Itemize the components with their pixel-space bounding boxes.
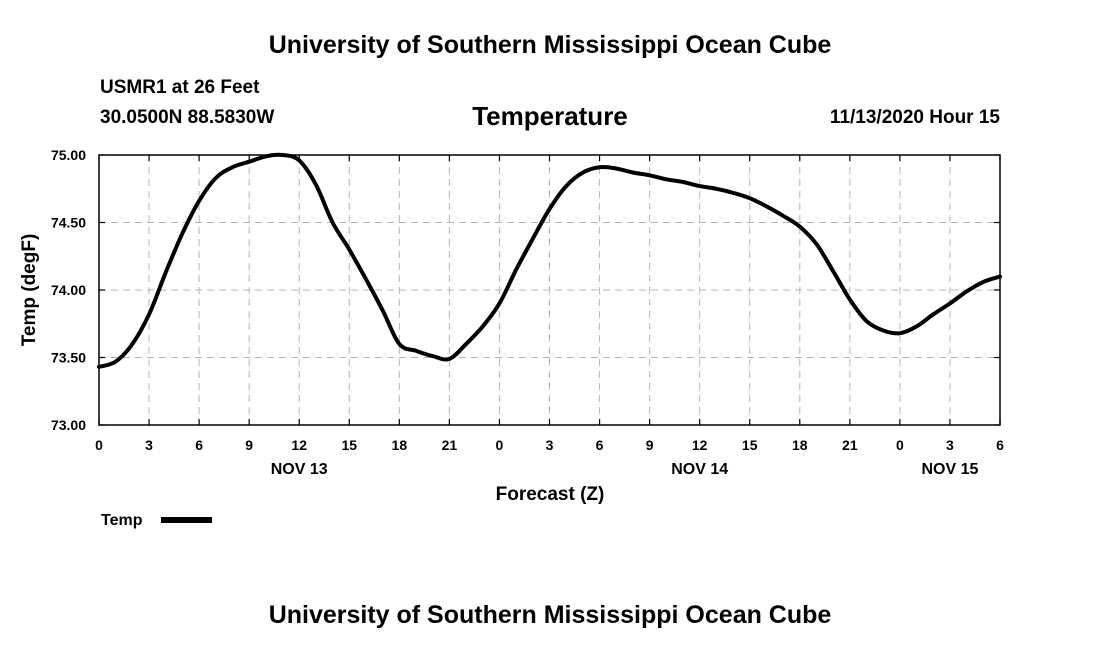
x-tick-label: 21 — [842, 437, 858, 453]
forecast-datetime: 11/13/2020 Hour 15 — [829, 107, 1000, 128]
x-tick-label: 0 — [95, 437, 103, 453]
x-tick-label: 3 — [546, 437, 554, 453]
series-line-temp — [97, 152, 1002, 369]
x-tick-label: 18 — [792, 437, 808, 453]
x-tick-label: 21 — [442, 437, 458, 453]
x-tick-label: 6 — [596, 437, 604, 453]
x-tick-label: 15 — [742, 437, 758, 453]
x-tick-label: 6 — [195, 437, 203, 453]
y-tick-label: 75.00 — [51, 147, 86, 163]
x-tick-label: 18 — [392, 437, 408, 453]
x-axis-title: Forecast (Z) — [496, 484, 605, 505]
station-label: USMR1 at 26 Feet — [100, 77, 260, 98]
legend: Temp — [101, 512, 212, 529]
x-date-label: NOV 13 — [271, 461, 328, 478]
x-tick-label: 3 — [145, 437, 153, 453]
x-tick-label: 12 — [692, 437, 708, 453]
x-tick-label: 0 — [896, 437, 904, 453]
station-coordinates: 30.0500N 88.5830W — [100, 107, 275, 128]
x-tick-label: 12 — [291, 437, 307, 453]
legend-label-temp: Temp — [101, 512, 143, 529]
page-title: University of Southern Mississippi Ocean… — [268, 31, 832, 59]
variable-title: Temperature — [472, 101, 628, 131]
y-tick-label: 73.00 — [51, 417, 86, 433]
x-tick-label: 0 — [496, 437, 504, 453]
x-tick-label: 9 — [245, 437, 253, 453]
x-date-label: NOV 14 — [671, 461, 728, 478]
x-tick-label: 6 — [996, 437, 1004, 453]
y-tick-label: 73.50 — [51, 350, 86, 366]
y-tick-label: 74.00 — [51, 282, 86, 298]
x-tick-label: 9 — [646, 437, 654, 453]
axis-labels: 0 3 6 9 12 15 18 21 0 3 6 9 12 15 18 21 0 3 6 73.00 73.50 74.… — [51, 147, 1004, 478]
footer-title: University of Southern Mississippi Ocean… — [268, 601, 832, 629]
x-tick-label: 3 — [946, 437, 954, 453]
x-tick-label: 15 — [341, 437, 357, 453]
y-tick-label: 74.50 — [51, 215, 86, 231]
x-date-label: NOV 15 — [921, 461, 978, 478]
grid-lines — [99, 155, 1000, 425]
y-axis-title: Temp (degF) — [19, 234, 40, 347]
